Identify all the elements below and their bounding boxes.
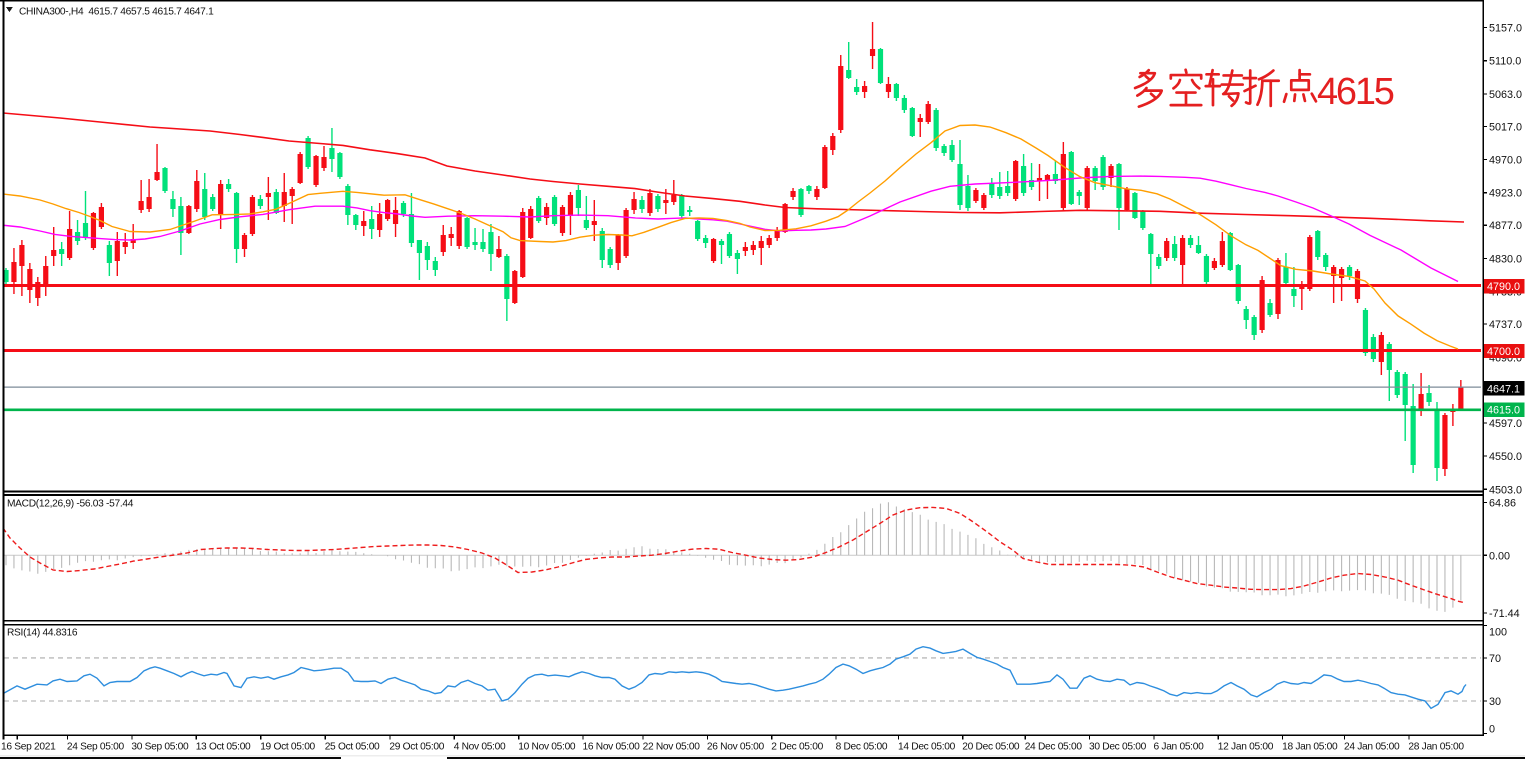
svg-text:30: 30	[1489, 696, 1501, 708]
svg-text:4830.0: 4830.0	[1489, 253, 1522, 265]
svg-text:16 Sep 2021: 16 Sep 2021	[1, 742, 56, 753]
svg-text:4 Nov 05:00: 4 Nov 05:00	[454, 742, 506, 753]
svg-text:4790.0: 4790.0	[1487, 281, 1520, 293]
svg-text:26 Nov 05:00: 26 Nov 05:00	[707, 742, 765, 753]
svg-text:30 Sep 05:00: 30 Sep 05:00	[131, 742, 189, 753]
svg-text:5157.0: 5157.0	[1489, 23, 1522, 35]
svg-text:4615.0: 4615.0	[1487, 405, 1520, 417]
svg-text:25 Oct 05:00: 25 Oct 05:00	[325, 742, 380, 753]
svg-text:5063.0: 5063.0	[1489, 89, 1522, 101]
svg-text:10 Nov 05:00: 10 Nov 05:00	[518, 742, 576, 753]
svg-text:0.00: 0.00	[1489, 550, 1510, 562]
svg-text:24 Jan 05:00: 24 Jan 05:00	[1344, 742, 1400, 753]
svg-text:30 Dec 05:00: 30 Dec 05:00	[1089, 742, 1147, 753]
svg-text:24 Sep 05:00: 24 Sep 05:00	[67, 742, 125, 753]
svg-text:CHINA300-,H4 4615.7 4657.5 46: CHINA300-,H4 4615.7 4657.5 4615.7 4647.1	[19, 7, 214, 18]
svg-text:4503.0: 4503.0	[1489, 484, 1522, 496]
svg-text:-71.44: -71.44	[1489, 608, 1520, 620]
svg-text:5017.0: 5017.0	[1489, 121, 1522, 133]
svg-text:4970.0: 4970.0	[1489, 155, 1522, 167]
svg-text:70: 70	[1489, 653, 1501, 665]
svg-text:24 Dec 05:00: 24 Dec 05:00	[1025, 742, 1083, 753]
svg-text:MACD(12,26,9) -56.03 -57.44: MACD(12,26,9) -56.03 -57.44	[7, 499, 134, 510]
svg-text:6 Jan 05:00: 6 Jan 05:00	[1154, 742, 1205, 753]
svg-text:4923.0: 4923.0	[1489, 188, 1522, 200]
svg-text:28 Jan 05:00: 28 Jan 05:00	[1408, 742, 1464, 753]
svg-text:100: 100	[1489, 626, 1507, 638]
svg-text:19 Oct 05:00: 19 Oct 05:00	[260, 742, 315, 753]
svg-text:2 Dec 05:00: 2 Dec 05:00	[771, 742, 823, 753]
svg-text:12 Jan 05:00: 12 Jan 05:00	[1218, 742, 1274, 753]
svg-text:4597.0: 4597.0	[1489, 418, 1522, 430]
svg-text:4877.0: 4877.0	[1489, 220, 1522, 232]
svg-text:0: 0	[1489, 724, 1495, 736]
svg-text:16 Nov 05:00: 16 Nov 05:00	[583, 742, 641, 753]
svg-text:64.86: 64.86	[1489, 498, 1516, 510]
svg-text:4550.0: 4550.0	[1489, 451, 1522, 463]
svg-text:4647.1: 4647.1	[1487, 383, 1520, 395]
svg-text:4615: 4615	[1317, 71, 1394, 113]
svg-text:29 Oct 05:00: 29 Oct 05:00	[389, 742, 444, 753]
svg-text:22 Nov 05:00: 22 Nov 05:00	[643, 742, 701, 753]
svg-text:5110.0: 5110.0	[1489, 56, 1521, 68]
svg-text:RSI(14) 44.8316: RSI(14) 44.8316	[7, 628, 78, 639]
svg-text:14 Dec 05:00: 14 Dec 05:00	[898, 742, 956, 753]
svg-text:18 Jan 05:00: 18 Jan 05:00	[1282, 742, 1338, 753]
svg-text:13 Oct 05:00: 13 Oct 05:00	[196, 742, 251, 753]
svg-text:4737.0: 4737.0	[1489, 319, 1522, 331]
svg-text:4700.0: 4700.0	[1487, 346, 1520, 358]
svg-text:8 Dec 05:00: 8 Dec 05:00	[836, 742, 888, 753]
svg-text:20 Dec 05:00: 20 Dec 05:00	[962, 742, 1020, 753]
